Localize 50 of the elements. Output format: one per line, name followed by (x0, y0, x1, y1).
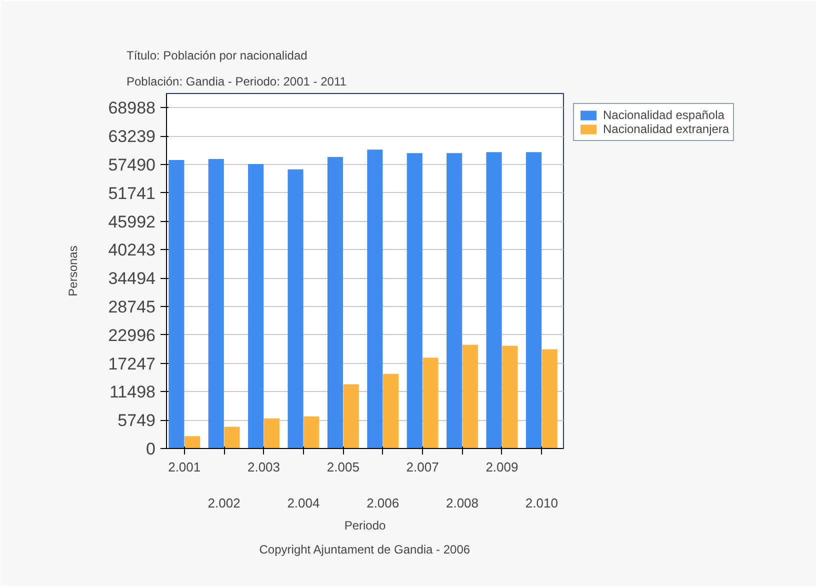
y-tick-label: 68988 (108, 98, 156, 118)
bar (462, 344, 478, 448)
x-tick-label: 2.007 (406, 460, 439, 474)
bar (208, 159, 224, 448)
y-tick-label: 28745 (108, 298, 156, 316)
x-tick-label: 2.005 (326, 460, 360, 474)
chart-subtitle: Población: Gandia - Periodo: 2001 - 2011 (126, 74, 347, 88)
y-tick-label: 34494 (108, 269, 156, 288)
bar (502, 346, 518, 448)
y-tick-label: 17247 (108, 354, 156, 374)
y-tick-label: 63239 (108, 127, 156, 146)
y-tick-label: 40243 (108, 240, 156, 260)
bar (168, 160, 184, 448)
bar (406, 153, 422, 448)
x-tick-label: 2.002 (208, 496, 240, 510)
bar (304, 416, 320, 448)
bar (224, 426, 240, 448)
bar (486, 152, 502, 448)
bar (327, 157, 344, 448)
bar (248, 164, 264, 448)
bar (343, 384, 359, 448)
bar (446, 153, 462, 448)
y-tick-label: 45992 (108, 212, 156, 232)
y-tick-label: 11498 (109, 382, 156, 402)
legend-label: Nacionalidad extranjera (603, 122, 730, 136)
x-tick-label: 2.003 (248, 460, 280, 474)
y-tick-label: 0 (146, 440, 156, 458)
x-tick-label: 2.004 (287, 496, 320, 510)
legend-label: Nacionalidad española (603, 108, 724, 122)
bar (184, 436, 200, 448)
bar (542, 349, 558, 448)
bar (288, 169, 304, 448)
bar (422, 358, 438, 448)
y-tick-label: 22996 (108, 326, 156, 345)
y-axis-title: Personas (66, 246, 80, 296)
y-tick-label: 57490 (108, 156, 156, 174)
y-tick-label: 5749 (118, 411, 156, 430)
x-tick-label: 2.010 (525, 496, 558, 510)
y-tick-label: 51741 (108, 184, 156, 203)
bar (383, 374, 399, 448)
bar (367, 150, 383, 448)
x-tick-label: 2.009 (486, 460, 518, 474)
bar (264, 418, 280, 448)
x-tick-label: 2.008 (446, 496, 479, 510)
x-axis-title: Periodo (344, 518, 386, 532)
x-tick-label: 2.001 (168, 460, 201, 474)
x-tick-label: 2.006 (366, 496, 400, 510)
chart-title: Título: Población por nacionalidad (126, 48, 308, 62)
bar (526, 152, 542, 448)
text: Copyright Ajuntament de Gandia - 2006 (259, 542, 470, 556)
